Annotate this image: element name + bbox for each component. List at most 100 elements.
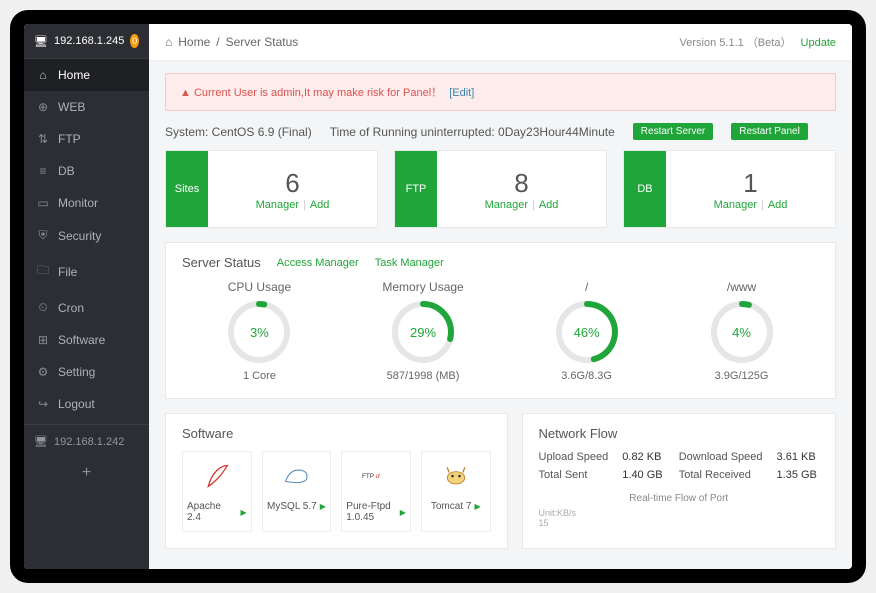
- net-label: Upload Speed: [539, 451, 609, 463]
- software-panel: Software Apache 2.4▶ MySQL 5.7▶FTPd Pure…: [165, 413, 508, 549]
- tile-sites: Sites 6 Manager|Add: [165, 150, 378, 228]
- sidebar-item-software[interactable]: ⊞Software: [24, 324, 149, 356]
- beta-label: （Beta）: [747, 37, 792, 49]
- sidebar-ip-primary[interactable]: 🖥 192.168.1.245 0: [24, 24, 149, 59]
- db-icon: ≡: [36, 164, 50, 178]
- net-label: Total Received: [679, 469, 763, 481]
- sidebar-item-label: File: [58, 265, 77, 279]
- sidebar-item-security[interactable]: ⛨Security: [24, 219, 149, 252]
- sidebar-item-file[interactable]: 🗀File: [24, 252, 149, 291]
- sidebar-item-web[interactable]: ⊕ WEB: [24, 91, 149, 123]
- uptime-label: Time of Running uninterrupted: 0Day23Hou…: [330, 125, 615, 139]
- sidebar-item-home[interactable]: ⌂ Home: [24, 59, 149, 91]
- warning-icon: ▲: [180, 87, 191, 99]
- breadcrumb-sep: /: [216, 35, 219, 49]
- ftp-icon: ⇅: [36, 132, 50, 146]
- admin-warning-alert: ▲ Current User is admin,It may make risk…: [165, 73, 836, 111]
- tile-tab: FTP: [395, 151, 437, 227]
- system-bar: System: CentOS 6.9 (Final) Time of Runni…: [165, 123, 836, 140]
- net-value: 1.35 GB: [777, 469, 819, 481]
- access-manager-link[interactable]: Access Manager: [277, 257, 359, 269]
- sidebar-item-logout[interactable]: ↪Logout: [24, 388, 149, 420]
- task-manager-link[interactable]: Task Manager: [375, 257, 444, 269]
- panel-title: Software: [182, 426, 233, 441]
- sidebar-item-label: Security: [58, 229, 101, 243]
- restart-server-button[interactable]: Restart Server: [633, 123, 713, 140]
- gauge: CPU Usage 3% 1 Core: [227, 280, 291, 382]
- play-icon: ▶: [474, 502, 480, 511]
- home-icon: ⌂: [36, 68, 50, 82]
- logout-icon: ↪: [36, 397, 50, 411]
- sidebar: 🖥 192.168.1.245 0 ⌂ Home ⊕ WEB ⇅ FTP ≡ DB ▭Monit…: [24, 24, 149, 569]
- manager-link[interactable]: Manager: [714, 199, 757, 211]
- tile-ftp: FTP 8 Manager|Add: [394, 150, 607, 228]
- add-link[interactable]: Add: [768, 199, 788, 211]
- tablet-frame: 🖥 192.168.1.245 0 ⌂ Home ⊕ WEB ⇅ FTP ≡ DB ▭Monit…: [10, 10, 866, 583]
- gauge-sub: 1 Core: [243, 370, 276, 382]
- alert-edit-link[interactable]: [Edit]: [449, 87, 474, 99]
- software-name: MySQL 5.7: [267, 501, 317, 512]
- web-icon: ⊕: [36, 100, 50, 114]
- sidebar-item-cron[interactable]: ⏲Cron: [24, 291, 149, 324]
- add-link[interactable]: Add: [310, 199, 330, 211]
- cron-icon: ⏲: [36, 300, 50, 315]
- gauge-sub: 3.6G/8.3G: [561, 370, 612, 382]
- play-icon: ▶: [320, 502, 326, 511]
- sidebar-ip-secondary[interactable]: 🖥 192.168.1.242: [24, 424, 149, 458]
- breadcrumb-current: Server Status: [226, 35, 299, 49]
- software-item[interactable]: FTPd Pure-Ftpd 1.0.45▶: [341, 451, 411, 532]
- breadcrumb-root[interactable]: Home: [178, 35, 210, 49]
- update-link[interactable]: Update: [801, 37, 836, 49]
- sidebar-item-monitor[interactable]: ▭Monitor: [24, 187, 149, 219]
- screen: 🖥 192.168.1.245 0 ⌂ Home ⊕ WEB ⇅ FTP ≡ DB ▭Monit…: [24, 24, 852, 569]
- ip-text: 192.168.1.245: [54, 35, 124, 47]
- tile-db: DB 1 Manager|Add: [623, 150, 836, 228]
- net-value: 0.82 KB: [622, 451, 664, 463]
- gauge-label: /: [585, 280, 588, 294]
- notification-badge: 0: [130, 34, 139, 48]
- manager-link[interactable]: Manager: [485, 199, 528, 211]
- alert-text: Current User is admin,It may make risk f…: [194, 87, 442, 99]
- gauge: / 46% 3.6G/8.3G: [555, 280, 619, 382]
- gauge-percent: 46%: [555, 300, 619, 364]
- gauge-percent: 3%: [227, 300, 291, 364]
- manager-link[interactable]: Manager: [256, 199, 299, 211]
- ftpd-icon: FTPd: [362, 462, 390, 493]
- system-label: System: CentOS 6.9 (Final): [165, 125, 312, 139]
- software-item[interactable]: Apache 2.4▶: [182, 451, 252, 532]
- panel-title: Network Flow: [539, 426, 618, 441]
- sidebar-item-setting[interactable]: ⚙Setting: [24, 356, 149, 388]
- network-chart: Real-time Flow of Port Unit:KB/s 15: [539, 493, 819, 528]
- net-label: Download Speed: [679, 451, 763, 463]
- svg-text:FTP: FTP: [362, 473, 374, 480]
- gauge-label: /www: [727, 280, 756, 294]
- server-status-panel: Server Status Access Manager Task Manage…: [165, 242, 836, 399]
- restart-panel-button[interactable]: Restart Panel: [731, 123, 808, 140]
- gauge-sub: 3.9G/125G: [715, 370, 769, 382]
- gauge-sub: 587/1998 (MB): [387, 370, 460, 382]
- add-server-button[interactable]: +: [24, 458, 149, 488]
- gauge-label: Memory Usage: [382, 280, 463, 294]
- sidebar-item-label: FTP: [58, 132, 81, 146]
- tile-tab: DB: [624, 151, 666, 227]
- sidebar-item-label: Home: [58, 68, 90, 82]
- tile-tab: Sites: [166, 151, 208, 227]
- network-panel: Network Flow Upload Speed 0.82 KB Download…: [522, 413, 836, 549]
- sidebar-item-label: DB: [58, 164, 75, 178]
- software-item[interactable]: MySQL 5.7▶: [262, 451, 332, 532]
- breadcrumb: ⌂ Home / Server Status Version 5.1.1 （Be…: [149, 24, 852, 61]
- sidebar-item-label: WEB: [58, 100, 85, 114]
- sidebar-item-db[interactable]: ≡ DB: [24, 155, 149, 187]
- add-link[interactable]: Add: [539, 199, 559, 211]
- monitor-icon: 🖥: [34, 35, 48, 48]
- svg-text:d: d: [376, 473, 380, 480]
- panel-title: Server Status: [182, 255, 261, 270]
- dolphin-icon: [282, 462, 310, 493]
- sidebar-item-label: Software: [58, 333, 105, 347]
- software-item[interactable]: Tomcat 7▶: [421, 451, 491, 532]
- version-label: Version 5.1.1: [680, 37, 744, 49]
- play-icon: ▶: [400, 508, 406, 517]
- tomcat-icon: [442, 462, 470, 493]
- gauge-percent: 29%: [391, 300, 455, 364]
- sidebar-item-ftp[interactable]: ⇅ FTP: [24, 123, 149, 155]
